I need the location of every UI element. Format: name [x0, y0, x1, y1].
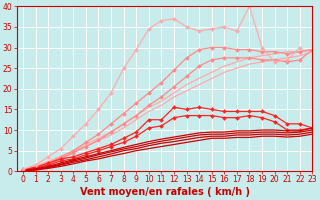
X-axis label: Vent moyen/en rafales ( km/h ): Vent moyen/en rafales ( km/h ): [80, 187, 250, 197]
